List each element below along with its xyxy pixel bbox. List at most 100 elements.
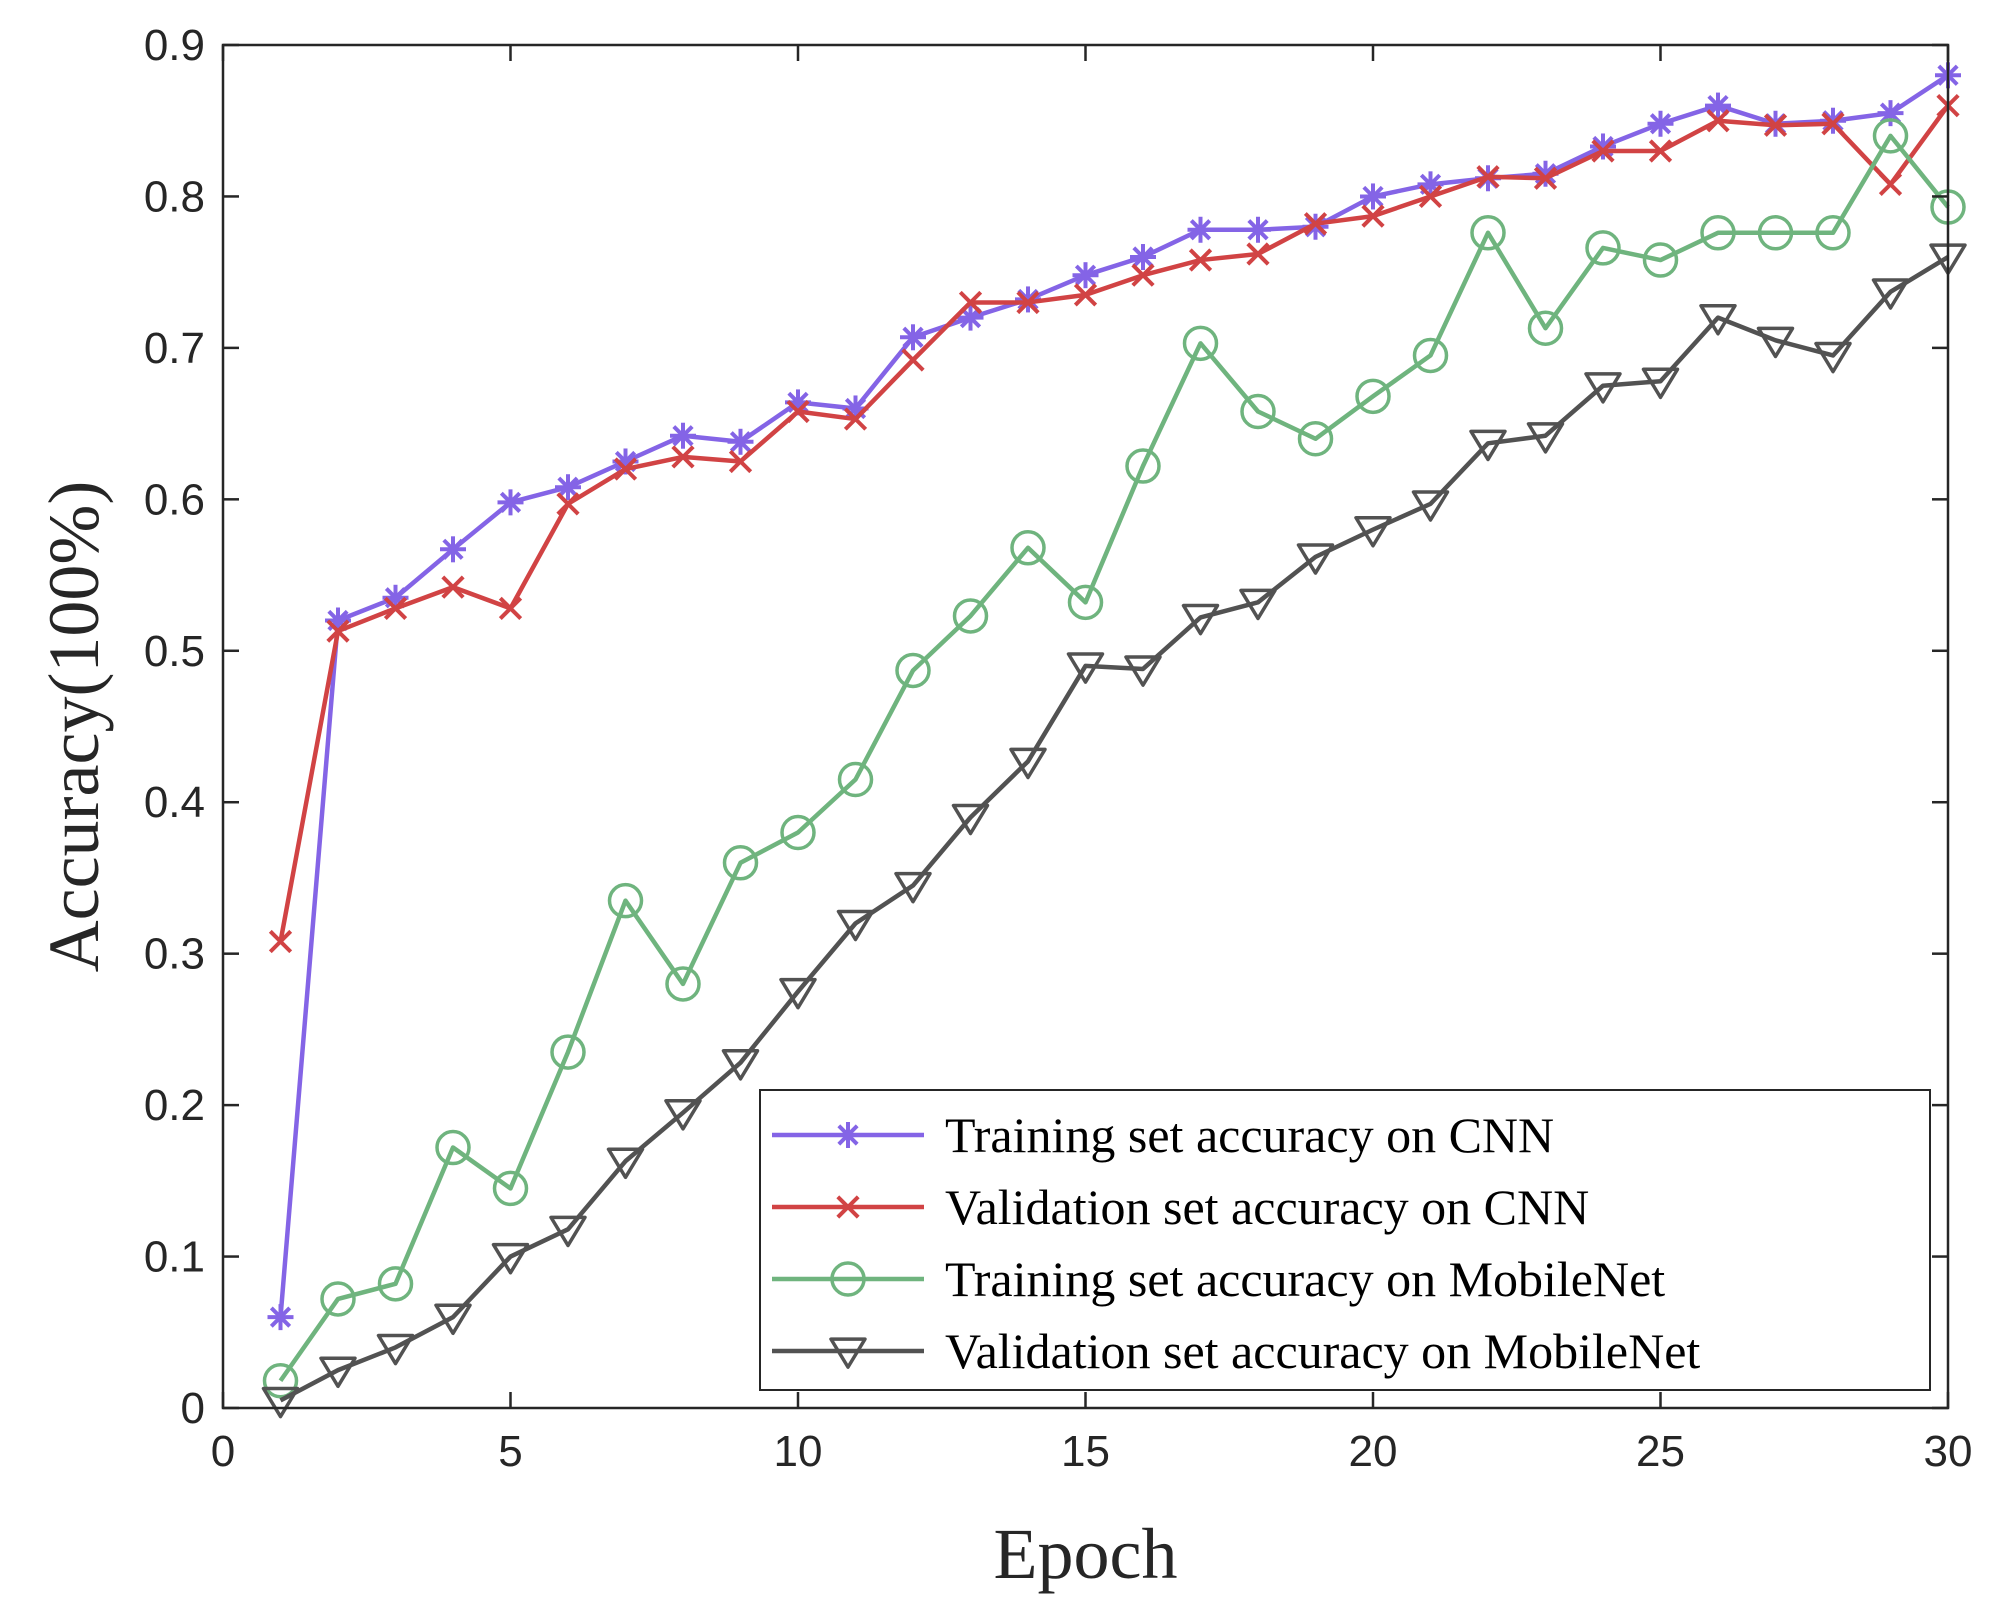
data-point-marker bbox=[377, 1266, 414, 1302]
data-point-marker bbox=[498, 596, 523, 620]
data-point-marker bbox=[441, 575, 465, 599]
data-point-marker bbox=[1010, 530, 1046, 566]
data-point-marker bbox=[1125, 448, 1161, 484]
data-point-marker bbox=[497, 489, 524, 516]
data-point-marker bbox=[721, 1049, 760, 1081]
data-point-marker bbox=[1245, 216, 1271, 243]
data-point-marker bbox=[670, 422, 696, 449]
y-tick-label: 0.2 bbox=[144, 1081, 205, 1130]
legend-label: Training set accuracy on CNN bbox=[945, 1107, 1554, 1163]
data-point-marker bbox=[1303, 212, 1328, 236]
series-line bbox=[278, 73, 1950, 1318]
x-tick-label: 25 bbox=[1636, 1427, 1685, 1476]
y-axis-ticks: 0 0.1 0.2 0.3 0.4 0.5 0.6 0.7 0.8 0.9 bbox=[144, 21, 1948, 1433]
legend-label: Validation set accuracy on CNN bbox=[945, 1179, 1589, 1235]
x-axis-ticks: 0 5 10 15 20 25 30 bbox=[211, 45, 1972, 1476]
data-point-marker bbox=[900, 324, 926, 351]
data-point-marker bbox=[837, 761, 874, 798]
data-point-marker bbox=[843, 407, 868, 431]
data-point-marker bbox=[1072, 262, 1099, 289]
data-point-marker bbox=[1584, 372, 1622, 404]
series-line bbox=[278, 104, 1950, 942]
data-point-marker bbox=[1871, 278, 1910, 310]
series-2 bbox=[262, 118, 1966, 1399]
data-point-marker bbox=[326, 619, 350, 643]
data-point-marker bbox=[1821, 112, 1845, 136]
series-1 bbox=[268, 93, 1960, 954]
data-point-marker bbox=[829, 1337, 867, 1369]
data-point-marker bbox=[951, 803, 990, 836]
data-point-marker bbox=[958, 290, 983, 315]
data-point-marker bbox=[1066, 652, 1105, 684]
legend-entry: Validation set accuracy on CNN bbox=[772, 1179, 1589, 1235]
data-point-marker bbox=[1124, 655, 1162, 687]
data-point-marker bbox=[1355, 378, 1391, 415]
data-point-marker bbox=[1360, 183, 1386, 210]
legend: Training set accuracy on CNN Validation s… bbox=[759, 1089, 1931, 1391]
data-point-marker bbox=[1181, 603, 1220, 636]
data-point-marker bbox=[1878, 172, 1903, 196]
y-tick-label: 0.7 bbox=[144, 324, 205, 373]
data-point-marker bbox=[1648, 139, 1673, 163]
y-tick-label: 0.8 bbox=[144, 172, 205, 221]
data-point-marker bbox=[556, 492, 580, 516]
data-point-marker bbox=[1814, 341, 1852, 374]
data-point-marker bbox=[1820, 107, 1846, 134]
legend-label: Training set accuracy on MobileNet bbox=[945, 1251, 1665, 1307]
y-tick-label: 0.6 bbox=[144, 475, 205, 524]
series-line bbox=[278, 133, 1950, 1383]
data-point-marker bbox=[1706, 109, 1730, 133]
data-point-marker bbox=[1642, 242, 1679, 278]
data-point-marker bbox=[383, 596, 408, 620]
data-point-marker bbox=[1182, 325, 1219, 362]
data-point-marker bbox=[1067, 584, 1104, 621]
y-axis-title: Accuracy(100%) bbox=[34, 481, 114, 973]
data-point-marker bbox=[1246, 242, 1270, 266]
legend-entries: Training set accuracy on CNN Validation s… bbox=[772, 1107, 1700, 1379]
data-point-marker bbox=[550, 1034, 586, 1070]
data-point-marker bbox=[901, 348, 925, 372]
data-point-marker bbox=[376, 1333, 415, 1366]
data-point-marker bbox=[1815, 215, 1851, 251]
data-point-marker bbox=[835, 1122, 861, 1148]
data-point-marker bbox=[665, 966, 701, 1002]
y-tick-label: 0.4 bbox=[144, 778, 205, 827]
data-point-marker bbox=[1699, 303, 1737, 336]
legend-label: Validation set accuracy on MobileNet bbox=[945, 1323, 1700, 1379]
data-point-marker bbox=[440, 536, 466, 563]
data-point-marker bbox=[1073, 283, 1098, 307]
x-tick-label: 10 bbox=[774, 1427, 823, 1476]
data-point-marker bbox=[491, 1242, 530, 1275]
data-point-marker bbox=[1527, 310, 1564, 346]
series-3 bbox=[261, 243, 1967, 1419]
data-point-marker bbox=[1130, 244, 1156, 271]
data-point-marker bbox=[1187, 216, 1214, 243]
data-point-marker bbox=[1412, 337, 1449, 374]
data-point-marker bbox=[894, 871, 932, 904]
data-point-marker bbox=[836, 1195, 860, 1219]
x-tick-label: 5 bbox=[498, 1427, 522, 1476]
data-point-marker bbox=[1016, 290, 1040, 315]
data-point-marker bbox=[434, 1303, 472, 1336]
data-point-marker bbox=[1240, 393, 1276, 430]
legend-box bbox=[759, 1089, 1931, 1391]
data-point-marker bbox=[1705, 92, 1731, 119]
data-point-marker bbox=[1418, 184, 1443, 209]
data-point-marker bbox=[1757, 215, 1794, 251]
data-point-marker bbox=[267, 1304, 294, 1331]
data-point-marker bbox=[728, 449, 753, 474]
data-point-marker bbox=[607, 882, 644, 919]
legend-entry: Validation set accuracy on MobileNet bbox=[772, 1323, 1700, 1379]
data-point-marker bbox=[1009, 747, 1047, 780]
legend-entry: Training set accuracy on MobileNet bbox=[772, 1251, 1665, 1307]
y-tick-label: 0.5 bbox=[144, 627, 205, 676]
data-point-marker bbox=[1756, 326, 1795, 359]
data-point-marker bbox=[262, 1362, 299, 1399]
data-point-marker bbox=[895, 652, 931, 689]
series-layer bbox=[261, 62, 1967, 1419]
data-point-marker bbox=[671, 445, 695, 469]
data-point-marker bbox=[952, 598, 989, 634]
data-point-marker bbox=[492, 1170, 529, 1207]
data-point-marker bbox=[268, 929, 293, 954]
